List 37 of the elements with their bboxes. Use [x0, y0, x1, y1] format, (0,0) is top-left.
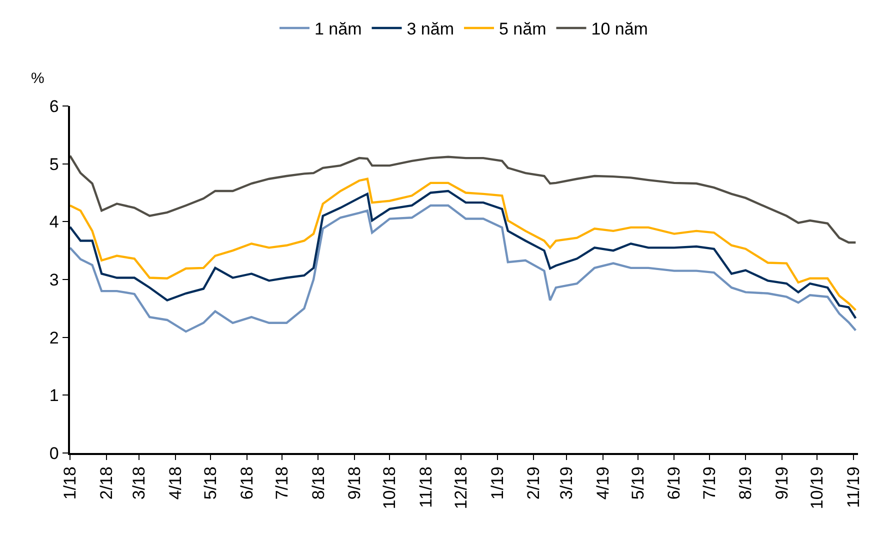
- x-tick-label: 3/19: [556, 466, 576, 500]
- y-tick-label: 2: [49, 328, 59, 348]
- y-tick-label: 0: [49, 444, 59, 463]
- x-tick-label: 2/19: [524, 466, 544, 500]
- x-tick-label: 8/19: [736, 466, 756, 500]
- x-tick-label: 11/18: [416, 466, 436, 508]
- y-tick-label: 4: [49, 212, 59, 232]
- x-tick-label: 4/18: [166, 466, 185, 500]
- y-tick-label: 3: [49, 270, 59, 290]
- x-tick-label: 12/18: [452, 466, 471, 510]
- x-tick-label: 5/19: [628, 466, 648, 500]
- legend-label: 10 năm: [591, 20, 648, 39]
- x-tick-label: 6/19: [664, 466, 684, 500]
- y-tick-label: 6: [49, 96, 59, 116]
- x-tick-label: 9/18: [345, 466, 364, 500]
- x-tick-label: 11/19: [844, 466, 863, 508]
- x-tick-label: 7/18: [272, 466, 292, 500]
- y-tick-label: 5: [49, 154, 59, 174]
- x-tick-label: 10/18: [380, 466, 400, 510]
- x-tick-label: 1/19: [488, 466, 507, 500]
- x-tick-label: 8/18: [308, 466, 328, 500]
- x-tick-label: 7/19: [700, 466, 719, 500]
- x-tick-label: 5/18: [201, 466, 220, 500]
- y-axis-title: %: [31, 70, 44, 87]
- x-tick-label: 2/18: [96, 466, 116, 500]
- x-tick-label: 10/19: [808, 466, 827, 510]
- legend-label: 3 năm: [406, 20, 454, 39]
- x-tick-label: 9/19: [772, 466, 792, 500]
- legend-label: 1 năm: [314, 20, 362, 39]
- line-series: [70, 154, 857, 244]
- line-series: [70, 204, 857, 333]
- y-tick-label: 1: [49, 386, 59, 406]
- x-tick-label: 3/18: [130, 466, 149, 500]
- x-tick-label: 6/18: [237, 466, 256, 500]
- x-tick-label: 4/19: [593, 466, 612, 500]
- legend-label: 5 năm: [499, 20, 546, 39]
- x-tick-label: 1/18: [60, 466, 80, 500]
